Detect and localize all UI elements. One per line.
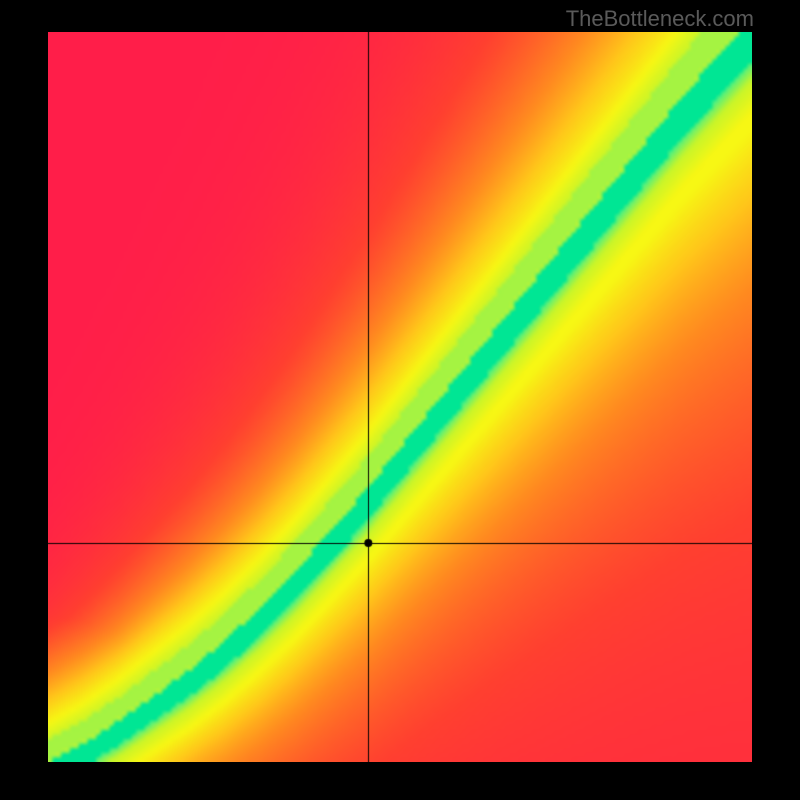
- watermark-text: TheBottleneck.com: [566, 6, 754, 32]
- bottleneck-heatmap: [48, 32, 752, 762]
- chart-container: TheBottleneck.com: [0, 0, 800, 800]
